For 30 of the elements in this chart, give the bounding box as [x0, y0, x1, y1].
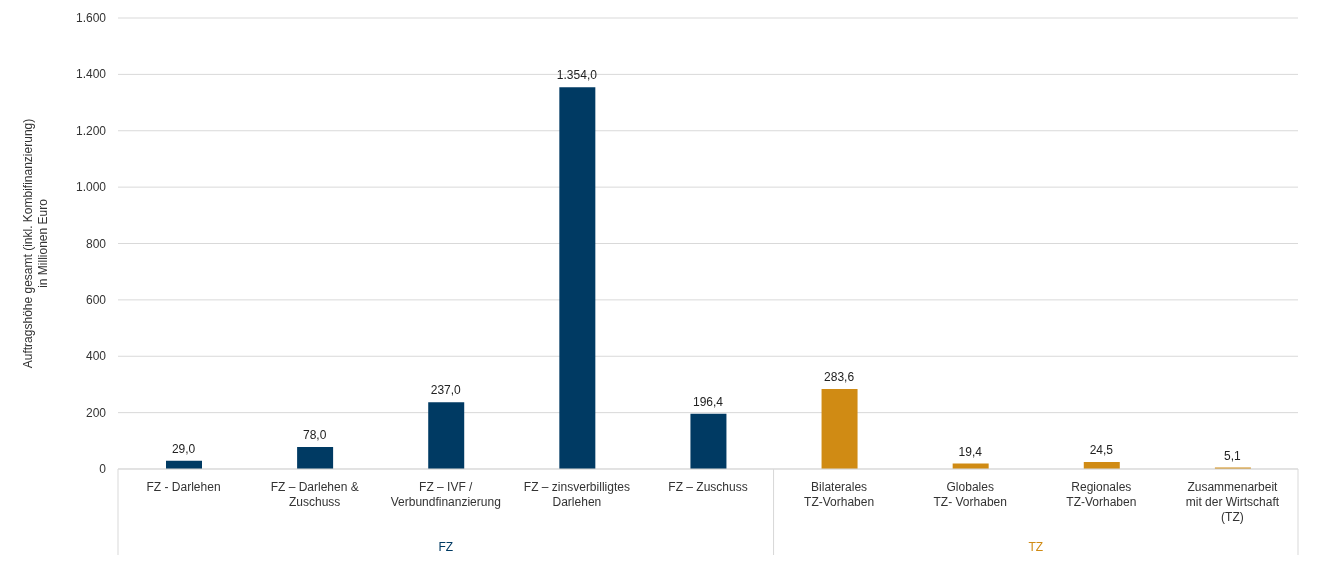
y-tick-label: 200	[85, 405, 107, 420]
x-tick-label: Regionales TZ-Vorhaben	[1066, 480, 1137, 509]
x-tick-label: Zusammenarbeit mit der Wirtschaft (TZ)	[1185, 480, 1280, 524]
x-tick-label: Bilaterales TZ-Vorhaben	[804, 480, 875, 509]
data-label: 283,6	[824, 370, 855, 385]
y-tick-label: 1.000	[75, 180, 107, 195]
data-label: 29,0	[171, 441, 196, 456]
data-label: 19,4	[958, 444, 983, 459]
data-label: 24,5	[1089, 443, 1114, 458]
y-tick-label: 600	[85, 292, 107, 307]
text: TZ	[1028, 540, 1044, 554]
x-tick-label: FZ – IVF / Verbundfinanzierung	[390, 480, 501, 509]
x-tick-label: FZ - Darlehen	[146, 480, 221, 494]
data-label: 5,1	[1224, 448, 1242, 463]
x-tick-label: FZ – Zuschuss	[668, 480, 748, 494]
x-tick-label: FZ – Darlehen & Zuschuss	[270, 480, 359, 509]
y-tick-label: 1.600	[75, 11, 107, 25]
y-tick-label: 1.400	[75, 67, 107, 82]
y-axis-title: Auftragshöhe gesamt (inkl. Kombifinanzierung) in Millionen Euro	[21, 118, 50, 369]
y-tick-label: 800	[85, 236, 107, 251]
y-tick-label: 1.200	[75, 123, 107, 138]
data-label: 237,0	[430, 383, 462, 398]
y-tick-label: 0	[99, 462, 107, 476]
x-tick-label: Globales TZ- Vorhaben	[933, 480, 1007, 509]
text: FZ	[438, 540, 454, 554]
y-tick-label: 400	[85, 349, 107, 364]
data-label: 78,0	[302, 428, 327, 443]
data-label: 196,4	[692, 394, 724, 409]
data-label: 1.354,0	[556, 68, 598, 83]
x-tick-label: FZ – zinsverbilligtes Darlehen	[523, 480, 630, 509]
